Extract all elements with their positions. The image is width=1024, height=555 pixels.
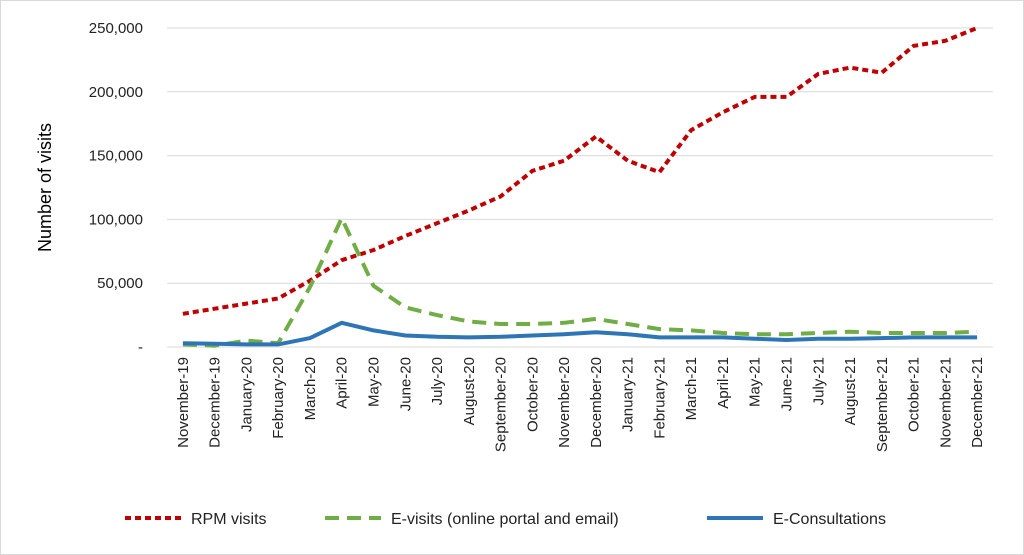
x-tick-label: January-20: [238, 357, 255, 432]
y-tick-label: -: [138, 339, 143, 356]
y-tick-label: 200,000: [89, 84, 143, 101]
y-tick-label: 150,000: [89, 148, 143, 165]
series-line-1: [182, 26, 978, 316]
y-tick-label: 250,000: [89, 20, 143, 37]
legend-label-1: RPM visits: [191, 511, 267, 528]
x-tick-label: August-20: [461, 357, 478, 425]
x-tick-label: January-21: [620, 357, 637, 432]
x-tick-label: April-21: [715, 357, 732, 409]
y-axis-label: Number of visits: [35, 123, 55, 252]
x-tick-label: February-21: [651, 357, 668, 439]
legend-label-2: E-visits (online portal and email): [391, 511, 619, 528]
x-tick-label: August-21: [842, 357, 859, 425]
x-tick-label: November-21: [937, 357, 954, 448]
legend: RPM visits E-visits (online portal and em…: [125, 511, 886, 528]
x-tick-label: May-20: [366, 357, 383, 407]
x-tick-label: March-21: [683, 357, 700, 420]
x-axis-ticks: November-19 December-19 January-20 February…: [175, 357, 986, 452]
x-tick-label: October-20: [524, 357, 541, 432]
x-tick-label: April-20: [334, 357, 351, 409]
x-tick-label: September-20: [493, 357, 510, 452]
y-axis-ticks: - 50,000 100,000 150,000 200,000 250,000: [89, 20, 143, 356]
x-tick-label: July-21: [810, 357, 827, 405]
x-tick-label: December-21: [969, 357, 986, 448]
x-tick-label: March-20: [302, 357, 319, 420]
y-tick-label: 50,000: [97, 275, 143, 292]
x-tick-label: October-21: [906, 357, 923, 432]
x-tick-label: May-21: [747, 357, 764, 407]
x-tick-label: September-21: [874, 357, 891, 452]
x-tick-label: June-20: [397, 357, 414, 411]
x-tick-label: July-20: [429, 357, 446, 405]
x-tick-label: November-19: [175, 357, 192, 448]
x-tick-label: June-21: [779, 357, 796, 411]
series-line-2: [182, 216, 978, 348]
y-tick-label: 100,000: [89, 211, 143, 228]
x-tick-label: February-20: [270, 357, 287, 439]
legend-label-3: E-Consultations: [773, 511, 886, 528]
x-tick-label: December-19: [207, 357, 224, 448]
series-lines: [182, 26, 978, 348]
x-tick-label: November-20: [556, 357, 573, 448]
series-line-3: [182, 320, 978, 347]
gridlines: [167, 27, 993, 348]
x-tick-label: December-20: [588, 357, 605, 448]
